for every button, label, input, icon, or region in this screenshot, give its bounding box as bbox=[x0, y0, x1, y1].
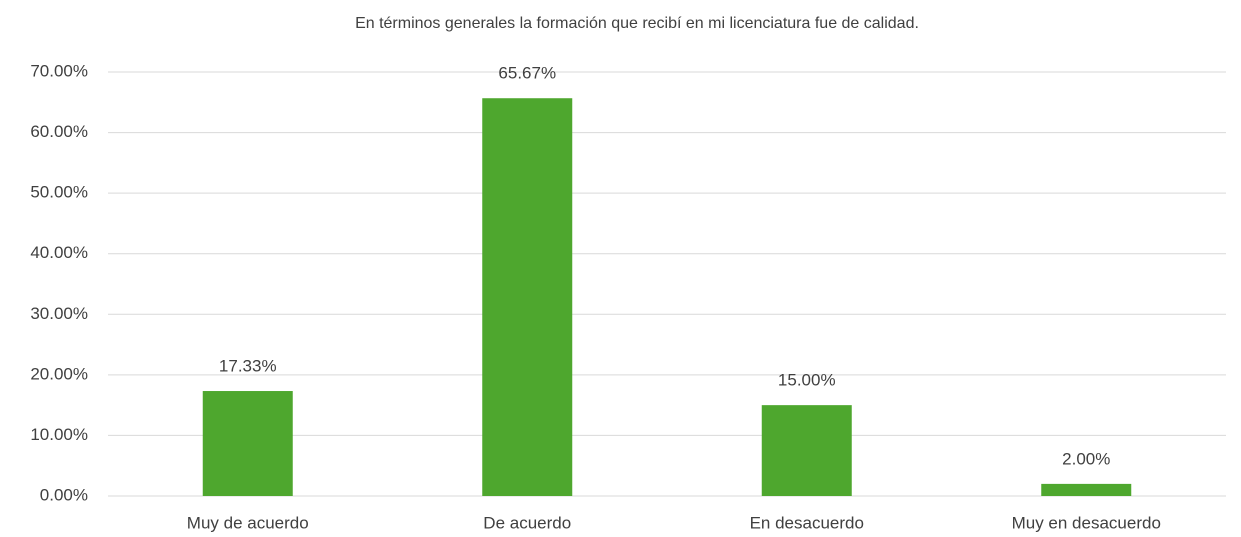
data-label: 65.67% bbox=[498, 64, 556, 83]
y-tick-label: 60.00% bbox=[30, 122, 88, 141]
y-tick-label: 50.00% bbox=[30, 183, 88, 202]
data-label: 15.00% bbox=[778, 371, 836, 390]
y-tick-label: 30.00% bbox=[30, 304, 88, 323]
bar bbox=[202, 391, 293, 496]
x-tick-label: Muy en desacuerdo bbox=[1012, 513, 1161, 532]
bar bbox=[1041, 483, 1132, 496]
x-tick-label: Muy de acuerdo bbox=[187, 513, 309, 532]
y-tick-label: 20.00% bbox=[30, 364, 88, 383]
y-tick-label: 40.00% bbox=[30, 243, 88, 262]
chart-title: En términos generales la formación que r… bbox=[355, 15, 919, 32]
bar bbox=[761, 405, 852, 496]
y-tick-label: 0.00% bbox=[40, 485, 88, 504]
y-tick-label: 10.00% bbox=[30, 425, 88, 444]
data-label: 17.33% bbox=[219, 357, 277, 376]
data-label: 2.00% bbox=[1062, 449, 1110, 468]
y-tick-label: 70.00% bbox=[30, 61, 88, 80]
bar bbox=[482, 98, 573, 497]
x-tick-label: En desacuerdo bbox=[750, 513, 864, 532]
x-tick-label: De acuerdo bbox=[483, 513, 571, 532]
